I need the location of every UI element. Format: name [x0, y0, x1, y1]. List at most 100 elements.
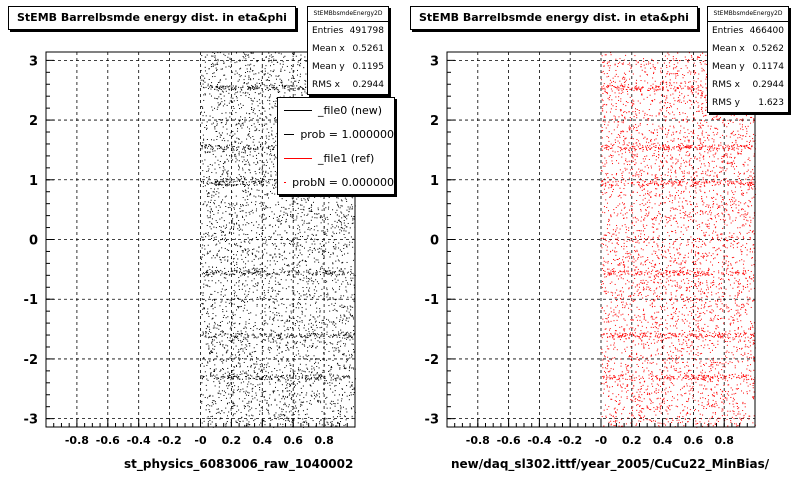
- scatter-point: [247, 336, 249, 338]
- scatter-point: [235, 85, 237, 87]
- scatter-point: [294, 201, 296, 203]
- scatter-point: [287, 264, 289, 266]
- scatter-point: [301, 94, 303, 96]
- scatter-point: [274, 83, 276, 85]
- scatter-point: [320, 267, 322, 269]
- scatter-point: [233, 377, 235, 379]
- scatter-point: [277, 378, 279, 380]
- scatter-point: [226, 383, 228, 385]
- scatter-point: [220, 98, 222, 100]
- scatter-point: [242, 161, 244, 163]
- scatter-point: [268, 273, 270, 275]
- scatter-point: [341, 320, 343, 322]
- scatter-point: [269, 335, 271, 337]
- scatter-point: [282, 298, 284, 300]
- scatter-point: [242, 56, 244, 58]
- scatter-point: [235, 184, 237, 186]
- scatter-point: [351, 388, 353, 390]
- scatter-point: [339, 305, 341, 307]
- scatter-point: [270, 174, 272, 176]
- scatter-point: [249, 359, 251, 361]
- scatter-point: [293, 303, 295, 305]
- scatter-point: [297, 378, 299, 380]
- scatter-point: [268, 215, 270, 217]
- scatter-point: [214, 327, 216, 329]
- scatter-point: [260, 370, 262, 372]
- scatter-point: [233, 339, 235, 341]
- scatter-point: [337, 377, 339, 379]
- scatter-point: [245, 394, 247, 396]
- scatter-point: [215, 86, 217, 88]
- scatter-point: [245, 378, 247, 380]
- scatter-point: [252, 111, 254, 113]
- scatter-point: [273, 316, 275, 318]
- scatter-point: [343, 274, 345, 276]
- scatter-point: [209, 93, 211, 95]
- scatter-point: [242, 310, 244, 312]
- scatter-point: [214, 126, 216, 128]
- scatter-point: [229, 299, 231, 301]
- scatter-point: [279, 214, 281, 216]
- scatter-point: [205, 384, 207, 386]
- scatter-point: [220, 331, 222, 333]
- scatter-point: [318, 283, 320, 285]
- scatter-point: [308, 270, 310, 272]
- scatter-point: [264, 193, 266, 195]
- scatter-point: [227, 256, 229, 258]
- scatter-point: [260, 113, 262, 115]
- scatter-point: [248, 271, 250, 273]
- scatter-point: [217, 106, 219, 108]
- scatter-point: [347, 296, 349, 298]
- scatter-point: [264, 73, 266, 75]
- scatter-point: [236, 97, 238, 99]
- scatter-point: [249, 172, 251, 174]
- scatter-point: [211, 171, 213, 173]
- scatter-point: [288, 411, 290, 413]
- scatter-point: [284, 263, 286, 265]
- scatter-point: [211, 86, 213, 88]
- scatter-point: [268, 76, 270, 78]
- scatter-point: [264, 70, 266, 72]
- scatter-point: [304, 83, 306, 85]
- scatter-point: [272, 217, 274, 219]
- scatter-point: [273, 187, 275, 189]
- scatter-point: [224, 259, 226, 261]
- scatter-point: [330, 343, 332, 345]
- scatter-point: [297, 350, 299, 352]
- scatter-point: [252, 291, 254, 293]
- scatter-point: [266, 159, 268, 161]
- scatter-point: [244, 273, 246, 275]
- scatter-point: [281, 359, 283, 361]
- scatter-point: [335, 291, 337, 293]
- scatter-point: [231, 251, 233, 253]
- scatter-point: [349, 357, 351, 359]
- scatter-point: [314, 196, 316, 198]
- scatter-point: [260, 181, 262, 183]
- scatter-point: [215, 130, 217, 132]
- scatter-point: [207, 269, 209, 271]
- scatter-point: [256, 344, 258, 346]
- scatter-point: [226, 120, 228, 122]
- scatter-point: [283, 245, 285, 247]
- scatter-point: [328, 270, 330, 272]
- scatter-point: [298, 226, 300, 228]
- scatter-point: [305, 329, 307, 331]
- scatter-point: [226, 240, 228, 242]
- scatter-point: [334, 390, 336, 392]
- scatter-point: [344, 224, 346, 226]
- scatter-point: [234, 118, 236, 120]
- scatter-point: [275, 78, 277, 80]
- scatter-point: [216, 269, 218, 271]
- scatter-point: [204, 396, 206, 398]
- scatter-point: [211, 194, 213, 196]
- scatter-point: [262, 391, 264, 393]
- scatter-point: [334, 405, 336, 407]
- scatter-point: [329, 384, 331, 386]
- scatter-point: [247, 423, 249, 425]
- scatter-point: [310, 372, 312, 374]
- scatter-point: [316, 395, 318, 397]
- scatter-point: [206, 284, 208, 286]
- scatter-point: [236, 365, 238, 367]
- scatter-point: [271, 56, 273, 58]
- scatter-point: [222, 308, 224, 310]
